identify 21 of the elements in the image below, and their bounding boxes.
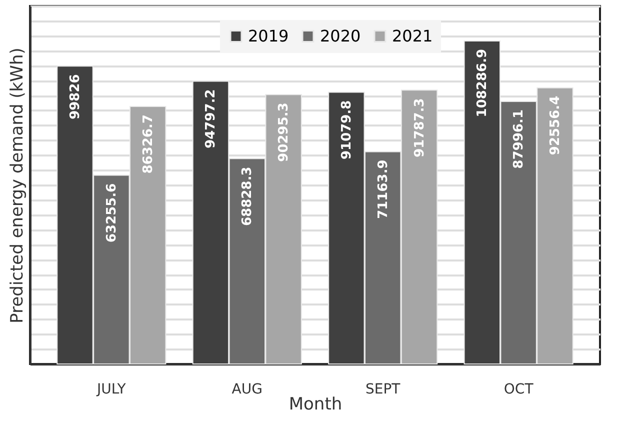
x-tick-label: SEPT <box>365 382 401 398</box>
legend-label: 2020 <box>320 26 361 46</box>
x-tick-label: AUG <box>232 382 262 398</box>
data-label: 71163.9 <box>376 160 391 219</box>
data-label: 63255.6 <box>104 183 120 243</box>
x-tick-label: OCT <box>504 382 534 398</box>
legend-label: 2019 <box>248 26 289 46</box>
data-label: 91787.3 <box>412 98 428 158</box>
data-label: 108286.9 <box>475 48 490 118</box>
x-tick-label: JULY <box>96 382 126 398</box>
data-label: 68828.3 <box>240 166 256 226</box>
data-label: 94797.2 <box>204 89 219 148</box>
data-label: 87996.1 <box>512 109 527 169</box>
data-label: 92556.4 <box>548 96 564 156</box>
x-axis-title: Month <box>288 394 342 414</box>
data-label: 91079.8 <box>339 100 354 160</box>
y-axis-title: Predicted energy demand (kWh) <box>8 48 28 324</box>
data-label: 99826 <box>68 74 83 120</box>
data-label: 86326.7 <box>140 114 156 174</box>
legend-label: 2021 <box>392 26 433 46</box>
data-label: 90295.3 <box>276 102 292 162</box>
